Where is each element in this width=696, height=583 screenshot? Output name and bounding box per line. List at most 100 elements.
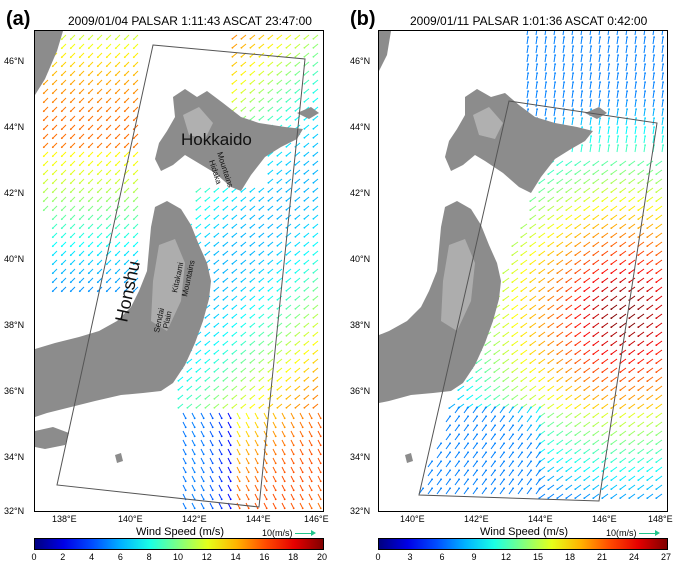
wind-vector [106,259,112,265]
wind-vector [629,196,636,202]
wind-vector [79,142,85,148]
wind-vector-head [556,182,559,185]
wind-vector [512,340,519,346]
wind-vector [241,322,247,328]
wind-vector [61,151,67,157]
wind-vector [557,304,564,310]
wind-vector [643,91,646,99]
wind-vector [241,331,247,337]
wind-vector-head [556,209,559,212]
wind-vector-head [626,81,628,83]
wind-vector-head [655,389,658,391]
wind-vector [241,376,247,382]
wind-vector [295,43,301,49]
wind-vectors [42,34,322,510]
wind-vector [611,475,618,481]
wind-vector [562,91,565,99]
wind-vector-head [238,417,241,420]
wind-vector [196,187,202,193]
wind-vector-head [646,281,649,283]
wind-vector [553,46,556,54]
wind-vector-head [556,479,559,481]
wind-vector-head [195,208,198,211]
wind-vector [196,223,202,229]
wind-vector [535,488,541,495]
wind-vector [530,250,537,256]
wind-vector-head [258,262,261,265]
wind-vector-head [267,298,270,301]
wind-vector-head [610,335,613,337]
wind-vector-head [565,272,568,274]
wind-vector [304,403,310,409]
wind-vector [638,331,645,337]
wind-vector [308,412,313,419]
wind-vector-head [231,217,234,220]
wind-vector-head [511,245,514,248]
wind-vector-head [114,74,117,77]
wind-vector [512,358,519,364]
wind-vector-head [556,461,559,463]
wind-vector-head [51,290,54,293]
wind-vector-head [617,135,619,137]
wind-vector-head [538,326,541,328]
wind-vector-head [184,426,187,429]
wind-vector-head [51,110,54,113]
wind-vector-head [105,236,108,239]
wind-vector-head [231,199,234,202]
wind-vector-head [610,452,613,454]
wind-vector-head [619,416,622,418]
wind-vector [268,304,274,310]
wind-vector [61,133,67,139]
wind-vector [472,479,478,486]
wind-vector [602,250,609,256]
wind-vector-head [529,317,532,319]
wind-vector [638,412,645,418]
wind-vector [629,484,636,490]
wind-vector [241,403,247,409]
wind-vector-head [449,460,451,463]
wind-vector-head [312,190,315,193]
wind-vector [643,31,646,36]
wind-vector-head [87,209,90,212]
wind-vector-head [628,254,631,256]
wind-vector [638,403,645,409]
wind-vector-head [105,218,108,221]
lon-label: 144°E [246,514,271,524]
wind-vector [638,286,645,292]
wind-vector-head [87,146,90,149]
wind-vector-head [87,281,90,284]
wind-vector-head [610,344,613,346]
wind-vector [97,268,103,274]
wind-vector [611,421,618,427]
wind-vector-head [583,443,586,445]
wind-vector-head [637,326,640,328]
wind-vector [43,142,49,148]
wind-vector [317,484,322,491]
wind-vector [584,367,591,373]
wind-vector-head [312,235,315,238]
wind-vector [521,241,528,247]
wind-vector [557,187,564,193]
wind-vector [200,421,205,428]
wind-vector [52,124,58,130]
wind-vector-head [529,254,532,256]
wind-vector [268,178,274,184]
wind-vector-head [78,218,81,221]
wind-vector-head [619,164,622,167]
wind-vector [562,73,565,81]
wind-vector-head [583,479,586,481]
wind-vector-head [258,82,261,85]
wind-vector [304,70,310,76]
wind-vector-head [511,308,514,310]
wind-vector-head [222,199,225,202]
wind-vector [530,223,537,229]
wind-vector [79,223,85,229]
wind-vector-head [653,45,655,47]
wind-vector-head [69,281,72,284]
wind-vector-head [294,181,297,184]
wind-vector [638,367,645,373]
wind-vector-head [238,435,241,438]
wind-vector-head [240,91,243,94]
wind-vector-head [267,73,270,76]
wind-vector-head [485,469,487,472]
